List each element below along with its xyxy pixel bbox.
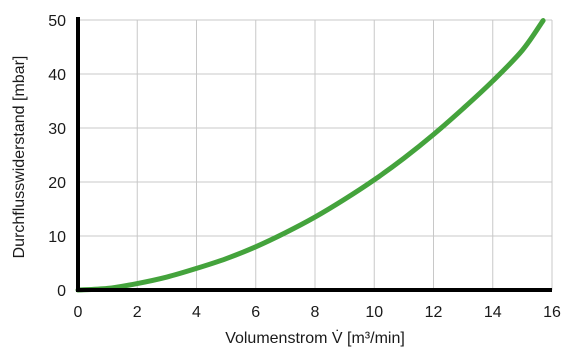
y-tick-label: 40 <box>48 67 66 84</box>
x-tick-label: 8 <box>311 304 320 321</box>
x-tick-label: 16 <box>543 304 561 321</box>
axes <box>76 17 552 292</box>
y-tick-labels: 0 10 20 30 40 50 <box>48 13 66 300</box>
y-tick-label: 50 <box>48 13 66 30</box>
x-tick-label: 4 <box>192 304 201 321</box>
x-tick-label: 2 <box>133 304 142 321</box>
grid <box>78 19 553 290</box>
y-axis-title: Durchflusswiderstand [mbar] <box>11 56 28 259</box>
y-tick-label: 20 <box>48 175 66 192</box>
x-axis-title: Volumenstrom V̇ [m³/min] <box>225 329 405 347</box>
x-tick-labels: 0 2 4 6 8 10 12 14 16 <box>74 304 561 321</box>
x-tick-label: 12 <box>425 304 443 321</box>
y-tick-label: 30 <box>48 121 66 138</box>
x-tick-label: 14 <box>484 304 502 321</box>
y-tick-label: 0 <box>57 283 66 300</box>
series-line <box>75 18 546 293</box>
x-tick-label: 0 <box>74 304 83 321</box>
y-tick-label: 10 <box>48 229 66 246</box>
series-layer <box>75 18 546 293</box>
x-tick-label: 6 <box>251 304 260 321</box>
x-tick-label: 10 <box>365 304 383 321</box>
